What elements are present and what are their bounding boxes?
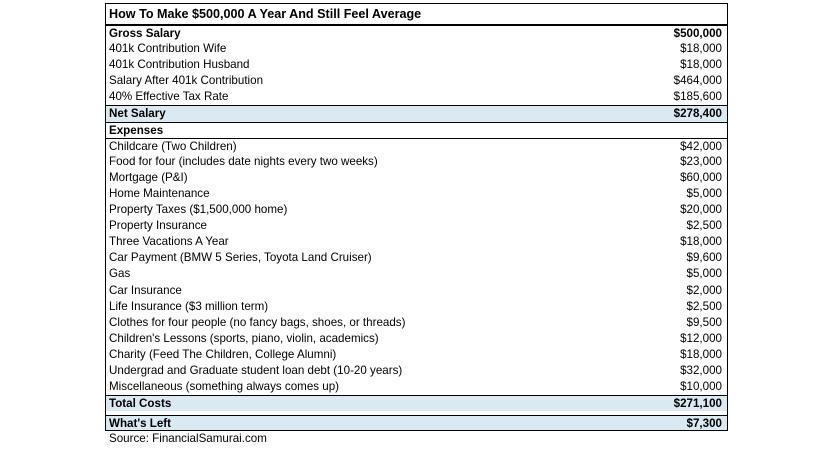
income-row-value: $18,000 (680, 58, 722, 72)
expense-row-value: $9,600 (686, 251, 722, 265)
expense-row-label: Food for four (includes date nights ever… (109, 154, 378, 168)
spacer-row (105, 411, 728, 416)
expenses-header-row: Expenses (105, 121, 728, 138)
budget-table: How To Make $500,000 A Year And Still Fe… (105, 3, 728, 447)
expense-row: Gas $5,000 (105, 266, 728, 283)
expense-row-value: $23,000 (680, 154, 722, 168)
expense-row-value: $60,000 (680, 170, 722, 184)
expense-row-value: $2,000 (686, 283, 722, 297)
total-costs-value: $271,100 (673, 397, 722, 411)
expense-row-label: Gas (109, 267, 131, 281)
expense-row: Clothes for four people (no fancy bags, … (105, 314, 728, 331)
whats-left-label: What's Left (109, 417, 172, 431)
expense-row-value: $18,000 (680, 235, 722, 249)
expense-row: Miscellaneous (something always comes up… (105, 379, 728, 396)
income-row-value: $185,600 (673, 90, 722, 104)
expense-row-value: $42,000 (680, 139, 722, 153)
expense-row-label: Property Taxes ($1,500,000 home) (109, 203, 288, 217)
expense-row-value: $18,000 (680, 347, 722, 361)
expense-row-label: Life Insurance ($3 million term) (109, 299, 269, 313)
income-row: 401k Contribution Husband $18,000 (105, 57, 728, 74)
expense-row: Car Insurance $2,000 (105, 282, 728, 299)
expense-row: Life Insurance ($3 million term) $2,500 (105, 298, 728, 315)
expense-row-value: $5,000 (686, 267, 722, 281)
expense-row-value: $5,000 (686, 186, 722, 200)
expense-row: Property Taxes ($1,500,000 home) $20,000 (105, 202, 728, 219)
expense-row-label: Clothes for four people (no fancy bags, … (109, 315, 406, 329)
income-row: Salary After 401k Contribution $464,000 (105, 73, 728, 90)
expense-row-label: Charity (Feed The Children, College Alum… (109, 347, 337, 361)
expense-row: Car Payment (BMW 5 Series, Toyota Land C… (105, 250, 728, 267)
table-title: How To Make $500,000 A Year And Still Fe… (109, 7, 422, 21)
expense-row-value: $10,000 (680, 380, 722, 394)
income-row-label: 401k Contribution Wife (109, 42, 227, 56)
income-row-label: Gross Salary (109, 27, 181, 40)
expense-row-label: Property Insurance (109, 219, 207, 233)
expense-row: Food for four (includes date nights ever… (105, 153, 728, 170)
expense-row: Mortgage (P&I) $60,000 (105, 169, 728, 186)
expense-row: Home Maintenance $5,000 (105, 185, 728, 203)
expense-row-label: Childcare (Two Children) (109, 139, 237, 153)
income-row-label: Salary After 401k Contribution (109, 74, 264, 88)
expense-row-label: Home Maintenance (109, 186, 210, 200)
expense-row-label: Car Insurance (109, 283, 182, 297)
expense-row: Charity (Feed The Children, College Alum… (105, 346, 728, 363)
table-title-row: How To Make $500,000 A Year And Still Fe… (105, 3, 728, 25)
expense-row-label: Undergrad and Graduate student loan debt… (109, 363, 403, 377)
expense-row: Undergrad and Graduate student loan debt… (105, 362, 728, 380)
income-row-value: $500,000 (673, 27, 722, 40)
income-row: Gross Salary $500,000 (105, 25, 728, 42)
expense-row: Three Vacations A Year $18,000 (105, 234, 728, 251)
expense-row-value: $2,500 (686, 219, 722, 233)
whats-left-value: $7,300 (686, 417, 722, 431)
income-row-value: $18,000 (680, 42, 722, 56)
income-section: Gross Salary $500,000 401k Contribution Wi… (105, 25, 728, 106)
expense-row-label: Car Payment (BMW 5 Series, Toyota Land C… (109, 251, 372, 265)
income-row-value: $464,000 (673, 74, 722, 88)
net-salary-value: $278,400 (673, 107, 722, 121)
expense-row-label: Children's Lessons (sports, piano, violi… (109, 331, 379, 345)
expense-row-value: $2,500 (686, 299, 722, 313)
expense-row-value: $9,500 (686, 315, 722, 329)
net-salary-label: Net Salary (109, 107, 166, 121)
income-row-label: 401k Contribution Husband (109, 58, 250, 72)
expenses-header: Expenses (109, 123, 164, 137)
expense-row-value: $32,000 (680, 363, 722, 377)
expenses-section: Childcare (Two Children) $42,000 Food for … (105, 137, 728, 396)
expense-row: Childcare (Two Children) $42,000 (105, 137, 728, 154)
whats-left-row: What's Left $7,300 (105, 415, 728, 432)
total-costs-label: Total Costs (109, 397, 172, 411)
net-salary-row: Net Salary $278,400 (105, 105, 728, 122)
total-costs-row: Total Costs $271,100 (105, 395, 728, 412)
income-row-label: 40% Effective Tax Rate (109, 90, 229, 104)
expense-row: Property Insurance $2,500 (105, 218, 728, 235)
expense-row-label: Miscellaneous (something always comes up… (109, 380, 340, 394)
expense-row-value: $12,000 (680, 331, 722, 345)
expense-row-value: $20,000 (680, 203, 722, 217)
source-note: Source: FinancialSamurai.com (109, 432, 267, 446)
income-row: 401k Contribution Wife $18,000 (105, 41, 728, 58)
expense-row-label: Mortgage (P&I) (109, 170, 188, 184)
income-row: 40% Effective Tax Rate $185,600 (105, 89, 728, 106)
expense-row-label: Three Vacations A Year (109, 235, 229, 249)
expense-row: Children's Lessons (sports, piano, violi… (105, 330, 728, 347)
